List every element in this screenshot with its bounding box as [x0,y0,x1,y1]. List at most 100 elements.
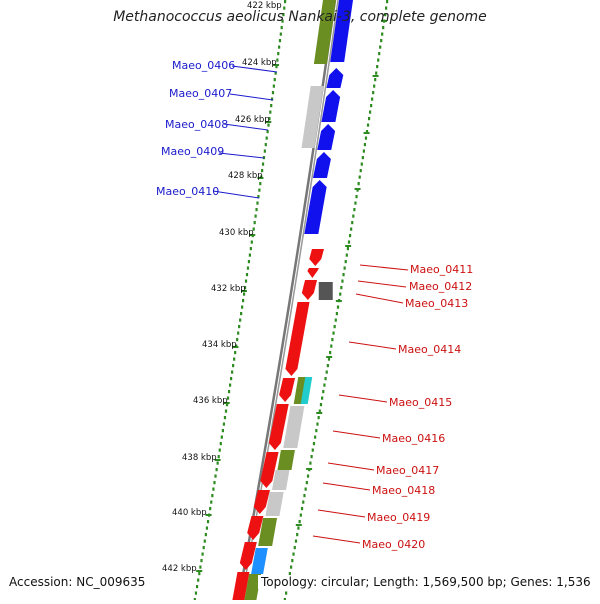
outer-dotted-ring [350,227,353,231]
outer-dotted-ring [378,52,381,56]
outer-tick-mark [335,300,342,302]
outer-tick-mark [380,20,387,22]
tick-label-422: 422 kbp [247,1,282,11]
inner-dotted-ring [234,351,237,355]
gene-block-maeo-0412 [307,268,319,278]
gene-label-maeo-0416[interactable]: Maeo_0416 [382,432,446,445]
outer-dotted-ring [364,136,368,140]
tick-label-440: 440 kbp [172,508,207,518]
outer-dotted-ring [314,435,317,439]
inner-dotted-ring [252,227,255,231]
inner-dotted-ring [256,201,259,205]
inner-dotted-ring [210,500,213,504]
inner-dotted-ring [194,591,198,595]
leader-line-red [357,280,407,288]
inner-dotted-ring [242,299,245,303]
inner-dotted-ring [216,461,219,465]
outer-dotted-ring [358,175,361,179]
inner-dotted-ring [250,240,253,244]
olive-band-top [313,0,336,64]
gene-block-maeo-0410 [304,180,327,234]
gene-block-maeo-0414 [285,302,310,376]
outer-dotted-ring [330,344,333,348]
outer-dotted-ring [354,201,357,205]
gene-label-maeo-0410[interactable]: Maeo_0410 [156,185,220,198]
outer-dotted-ring [302,500,305,504]
outer-dotted-ring [380,39,383,43]
gene-label-maeo-0413[interactable]: Maeo_0413 [405,297,469,310]
inner-dotted-ring [225,403,229,407]
leader-line-red [355,293,404,304]
leader-line-red [359,264,409,271]
inner-dotted-ring [198,572,201,576]
outer-dotted-ring [356,188,359,192]
outer-dotted-ring [326,364,329,368]
outer-dotted-ring [324,377,327,381]
inner-dotted-ring [219,442,222,446]
leader-line-red [327,462,375,471]
outer-dotted-ring [363,143,367,147]
outer-dotted-ring [371,97,374,101]
gene-block-maeo-0409 [312,152,331,178]
outer-dotted-ring [340,286,343,290]
outer-dotted-ring [323,383,326,387]
leader-line-red [317,509,366,518]
inner-dotted-ring [202,546,205,550]
leader-line-blue [231,65,278,73]
outer-dotted-ring [365,130,369,134]
outer-dotted-ring [353,208,356,212]
inner-dotted-ring [240,312,243,316]
gene-label-maeo-0417[interactable]: Maeo_0417 [376,464,440,477]
outer-dotted-ring [304,487,307,491]
outer-dotted-ring [318,409,321,413]
gene-block-maeo-0417 [260,452,279,488]
outer-dotted-ring [385,6,388,10]
gene-label-maeo-0409[interactable]: Maeo_0409 [161,145,225,158]
inner-dotted-ring [199,565,202,569]
gray-band-3 [265,492,284,516]
inner-dotted-ring [271,91,275,95]
outer-dotted-ring [361,156,364,160]
gene-label-maeo-0419[interactable]: Maeo_0419 [367,511,431,524]
gene-label-maeo-0412[interactable]: Maeo_0412 [409,280,473,293]
outer-tick-mark [345,245,352,247]
outer-dotted-ring [299,513,302,517]
outer-dotted-ring [362,149,365,153]
olive-band-2 [277,450,295,470]
gene-block-maeo-0407 [321,90,341,122]
inner-dotted-ring [284,0,287,4]
outer-tick-mark [363,132,370,134]
gene-block-maeo-0405 [330,0,353,62]
gene-label-maeo-0411[interactable]: Maeo_0411 [410,263,474,276]
outer-dotted-ring [297,526,300,530]
inner-dotted-ring [231,370,234,374]
gene-label-maeo-0414[interactable]: Maeo_0414 [398,343,462,356]
outer-dotted-ring [291,559,294,563]
tick-mark [214,459,221,461]
outer-dotted-ring [384,13,387,17]
inner-dotted-ring [204,533,207,537]
gray-band-2 [271,470,290,490]
outer-dotted-ring [366,123,370,127]
gene-label-maeo-0415[interactable]: Maeo_0415 [389,396,453,409]
gene-label-maeo-0408[interactable]: Maeo_0408 [165,118,229,131]
gene-label-maeo-0407[interactable]: Maeo_0407 [169,87,233,100]
inner-dotted-ring [274,71,277,75]
inner-dotted-ring [242,292,246,296]
outer-dotted-ring [294,539,298,543]
gene-label-maeo-0418[interactable]: Maeo_0418 [372,484,436,497]
outer-dotted-ring [329,351,332,355]
outer-dotted-ring [335,312,338,316]
gene-label-maeo-0406[interactable]: Maeo_0406 [172,59,236,72]
gene-block-maeo-0411 [309,249,324,266]
blue-band-bottom [251,548,268,574]
inner-dotted-ring [268,117,271,121]
accession-text: Accession: NC_009635 [9,575,146,589]
outer-dotted-ring [312,442,316,446]
outer-dotted-ring [334,318,337,322]
tick-label-426: 426 kbp [235,115,270,125]
gene-label-maeo-0420[interactable]: Maeo_0420 [362,538,426,551]
inner-dotted-ring [224,409,228,413]
outer-dotted-ring [292,552,295,556]
inner-dotted-ring [249,247,252,251]
